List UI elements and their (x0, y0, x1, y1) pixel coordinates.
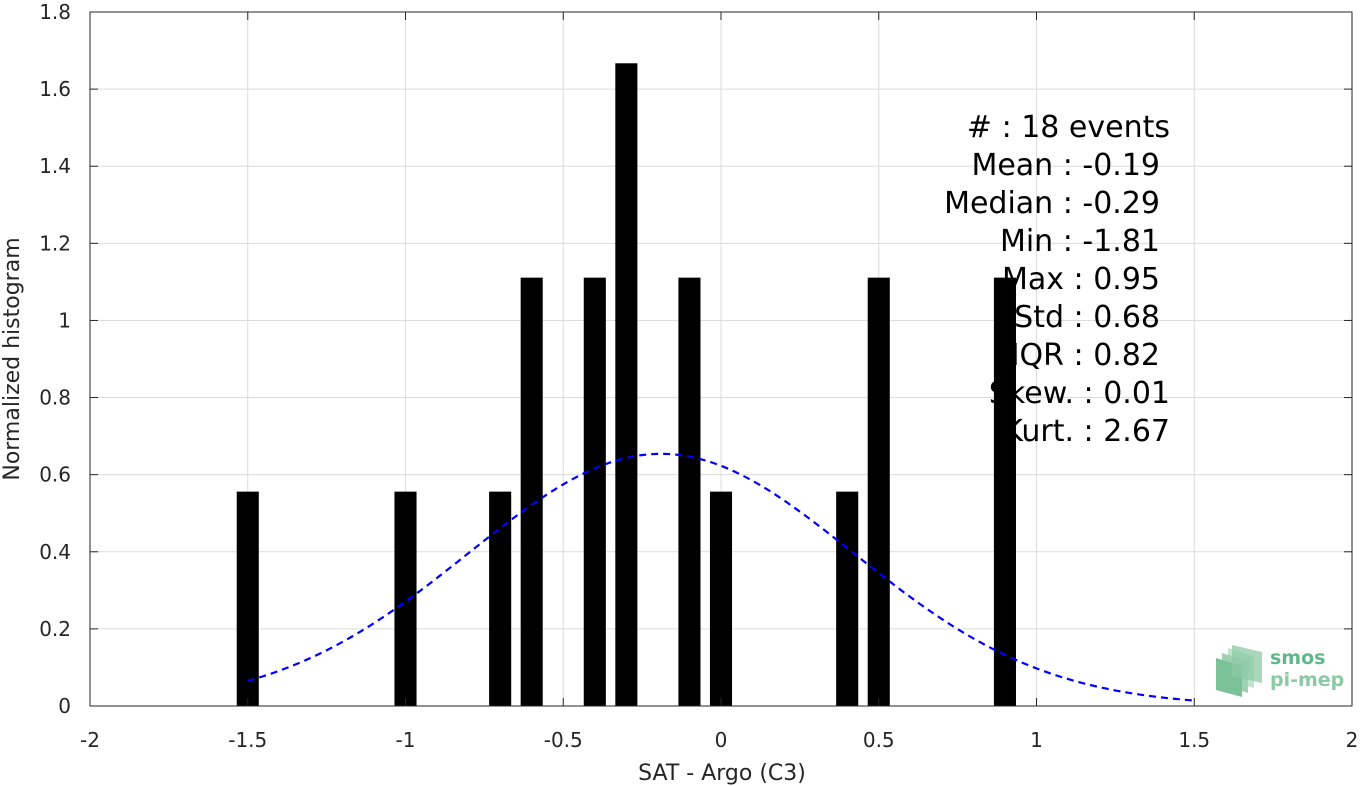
stat-line: IQR : 0.82 (1011, 338, 1160, 373)
y-tick-label: 0.6 (39, 463, 71, 487)
stat-line: # : 18 events (967, 110, 1170, 145)
logo-line-1: smos (1270, 647, 1325, 669)
x-tick-label: -1.5 (228, 728, 267, 752)
y-tick-label: 1.8 (39, 0, 71, 24)
y-tick-label: 1.2 (39, 231, 71, 255)
y-tick-label: 1.6 (39, 77, 71, 101)
stat-line: Std : 0.68 (1014, 300, 1160, 335)
x-tick-label: -0.5 (544, 728, 583, 752)
x-tick-label: 0.5 (863, 728, 895, 752)
y-tick-label: 1.4 (39, 154, 71, 178)
stat-line: Max : 0.95 (1002, 262, 1160, 297)
y-tick-label: 0.8 (39, 386, 71, 410)
histogram-bar (709, 491, 733, 706)
histogram-bar (678, 277, 701, 706)
histogram-bar (615, 63, 638, 707)
histogram-bar (583, 277, 606, 706)
x-axis-label: SAT - Argo (C3) (638, 761, 806, 786)
histogram-bar (867, 277, 890, 706)
histogram-bar (236, 491, 259, 706)
y-tick-label: 0.2 (39, 617, 71, 641)
y-axis-label: Normalized histogram (0, 237, 25, 480)
y-tick-label: 1 (58, 308, 71, 332)
histogram-bar (993, 277, 1016, 706)
x-tick-label: -2 (80, 728, 100, 752)
histogram-bar (836, 491, 859, 706)
stat-line: Kurt. : 2.67 (1003, 414, 1170, 449)
y-tick-label: 0 (58, 694, 71, 718)
histogram-bar (394, 491, 417, 706)
axes-box (89, 11, 1353, 707)
stat-line: Mean : -0.19 (971, 148, 1160, 183)
stat-line: Median : -0.29 (944, 186, 1160, 221)
x-tick-label: -1 (396, 728, 416, 752)
logo-line-2: pi-mep (1270, 669, 1344, 691)
y-tick-labels: 0 0.2 0.4 0.6 0.8 1 1.2 1.4 1.6 1.8 (39, 0, 71, 718)
grid-lines (89, 11, 1353, 707)
gaussian-fit-curve (247, 452, 1195, 702)
logo-mark-icon (1216, 645, 1262, 697)
x-tick-labels: -2 -1.5 -1 -0.5 0 0.5 1 1.5 2 (80, 728, 1358, 752)
stat-line: Min : -1.81 (1000, 224, 1160, 259)
smos-pi-mep-logo: smos pi-mep (1216, 645, 1344, 697)
histogram-bars (236, 63, 1016, 707)
histogram-bar (489, 491, 512, 706)
y-tick-label: 0.4 (39, 540, 71, 564)
x-tick-label: 2 (1346, 728, 1359, 752)
x-tick-label: 0 (715, 728, 728, 752)
histogram-bar (520, 277, 543, 706)
stat-line: Skew. : 0.01 (989, 376, 1170, 411)
x-tick-label: 1.5 (1178, 728, 1210, 752)
x-tick-label: 1 (1030, 728, 1043, 752)
